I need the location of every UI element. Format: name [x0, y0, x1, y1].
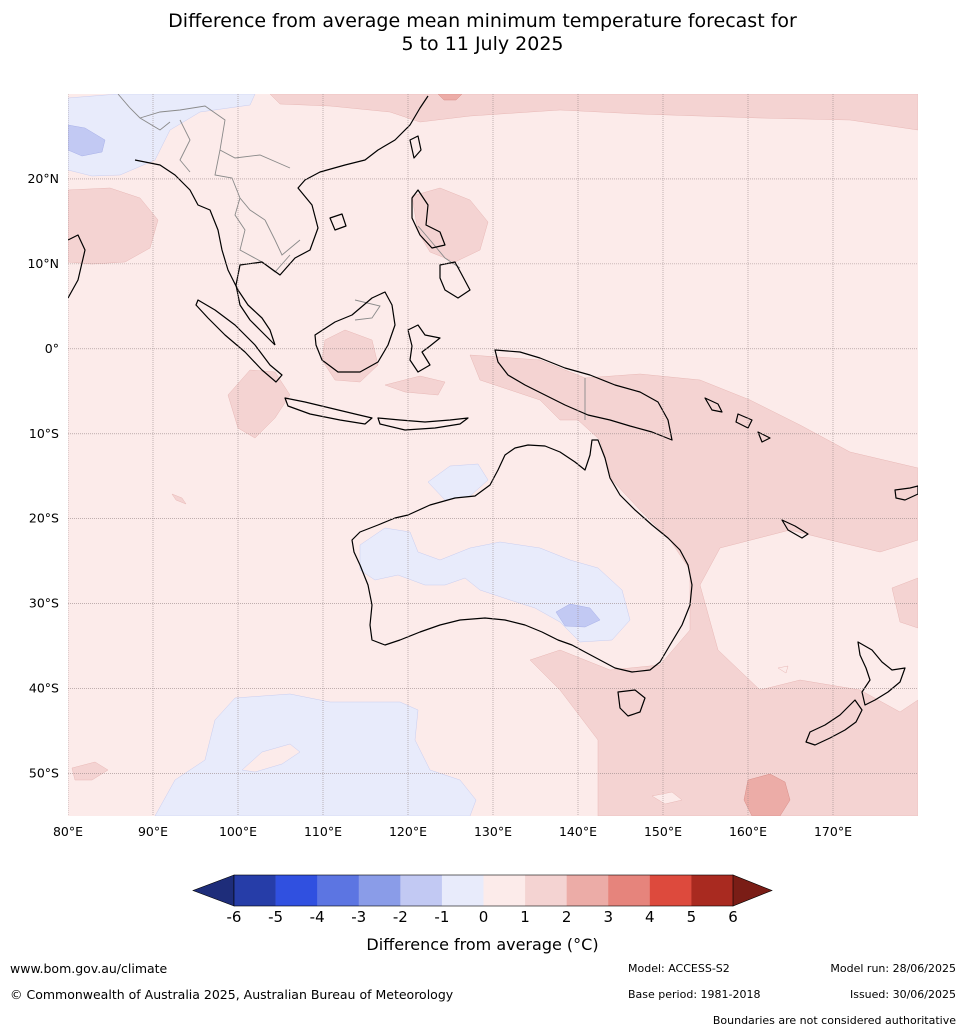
colorbar-label: Difference from average (°C): [366, 935, 599, 954]
coastlines: [68, 95, 918, 746]
colorbar-swatch: [275, 875, 318, 906]
latitude-label: 20°N: [27, 171, 59, 186]
colorbar-swatch: [566, 875, 609, 906]
longitude-label: 150°E: [644, 824, 682, 839]
colorbar-tick-label: 2: [562, 908, 572, 926]
anomaly-2-to-3-regions: [437, 94, 791, 816]
anomaly-minus2-to-minus1-regions: [68, 124, 601, 628]
colorbar-swatch: [525, 875, 567, 906]
latitude-label: 30°S: [29, 596, 59, 611]
anomaly-1-to-2-regions: [68, 94, 918, 816]
longitude-label: 130°E: [474, 824, 512, 839]
colorbar-over-arrow: [732, 874, 773, 907]
anomaly-minus1-to-0-regions: [68, 94, 631, 816]
colorbar-tick-label: 5: [687, 908, 697, 926]
colorbar: -6 -5 -4 -3 -2 -1 0 1 2 3 4 5 6: [192, 874, 773, 926]
colorbar-swatch: [358, 875, 401, 906]
title-line-2: 5 to 11 July 2025: [401, 33, 564, 55]
colorbar-under-arrow: [192, 874, 235, 907]
colorbar-tick-label: 0: [479, 908, 489, 926]
colorbar-tick-label: -4: [310, 908, 325, 926]
latitude-label: 0°: [45, 341, 59, 356]
longitude-label: 160°E: [729, 824, 767, 839]
colorbar-swatch: [691, 875, 734, 906]
colorbar-tick-label: 1: [520, 908, 530, 926]
colorbar-tick-label: 3: [603, 908, 613, 926]
latitude-label: 40°S: [29, 681, 59, 696]
latitude-label: 10°N: [27, 256, 59, 271]
longitude-label: 120°E: [389, 824, 427, 839]
colorbar-tick-label: -6: [227, 908, 242, 926]
colorbar-swatch: [234, 875, 276, 906]
colorbar-tick-label: -1: [434, 908, 449, 926]
latitude-labels: 20°N 10°N 0° 10°S 20°S 30°S 40°S 50°S: [27, 171, 59, 781]
colorbar-swatch: [317, 875, 360, 906]
longitude-label: 110°E: [304, 824, 342, 839]
issued-text: Issued: 30/06/2025: [849, 988, 956, 1001]
title-line-1: Difference from average mean minimum tem…: [168, 10, 797, 32]
colorbar-tick-label: 4: [645, 908, 655, 926]
colorbar-tick-label: 6: [728, 908, 738, 926]
latitude-label: 50°S: [29, 766, 59, 781]
colorbar-tick-label: -2: [393, 908, 408, 926]
colorbar-frame: [233, 874, 734, 907]
anomaly-0-to-1-southern-hole: [241, 743, 301, 773]
base-period-text: Base period: 1981-2018: [628, 988, 761, 1001]
colorbar-tick-label: -5: [268, 908, 283, 926]
colorbar-swatch: [400, 875, 443, 906]
latitude-label: 10°S: [29, 426, 59, 441]
map-title: Difference from average mean minimum tem…: [0, 10, 965, 56]
copyright-text: © Commonwealth of Australia 2025, Austra…: [10, 987, 454, 1002]
country-borders: [117, 94, 586, 420]
website-link[interactable]: www.bom.gov.au/climate: [10, 961, 168, 976]
colorbar-swatch: [483, 875, 526, 906]
colorbar-tick-label: -3: [351, 908, 366, 926]
disclaimer-text: Boundaries are not considered authoritat…: [712, 1014, 956, 1027]
longitude-label: 140°E: [559, 824, 597, 839]
longitude-label: 90°E: [138, 824, 168, 839]
anomaly-0-to-1-islands: [651, 665, 789, 805]
longitude-label: 100°E: [219, 824, 257, 839]
latitude-label: 20°S: [29, 511, 59, 526]
model-run-text: Model run: 28/06/2025: [830, 962, 956, 975]
graticule: [68, 94, 918, 816]
colorbar-swatch: [608, 875, 651, 906]
longitude-label: 170°E: [814, 824, 852, 839]
model-text: Model: ACCESS-S2: [628, 962, 730, 975]
colorbar-swatch: [441, 875, 484, 906]
longitude-label: 80°E: [53, 824, 83, 839]
longitude-labels: 80°E 90°E 100°E 110°E 120°E 130°E 140°E 150°E 16…: [53, 824, 852, 839]
colorbar-swatch: [649, 875, 692, 906]
